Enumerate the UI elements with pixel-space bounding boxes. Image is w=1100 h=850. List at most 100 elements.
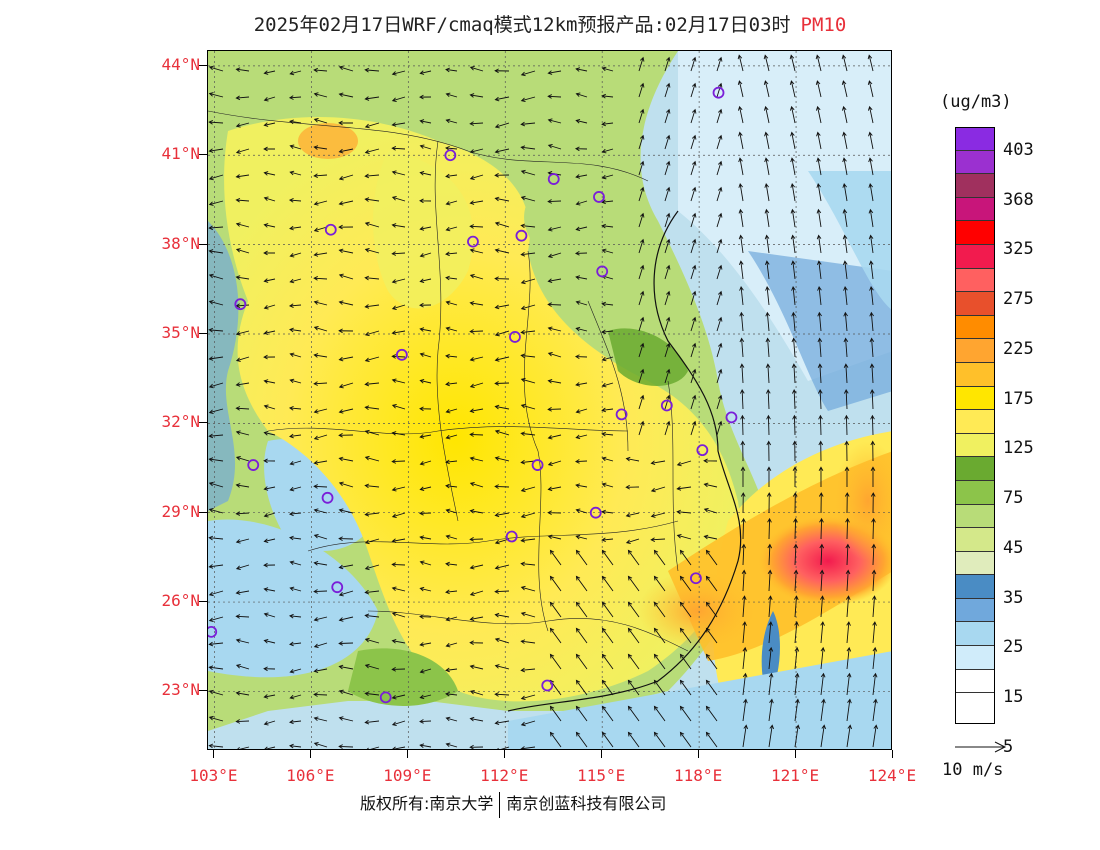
wind-arrow — [716, 238, 723, 254]
wind-arrow — [235, 638, 250, 644]
wind-arrow — [263, 146, 276, 152]
city-marker — [531, 459, 544, 471]
wind-arrow — [313, 561, 328, 566]
wind-arrow — [716, 82, 723, 98]
wind-arrow — [575, 627, 588, 644]
wind-arrow — [872, 621, 877, 644]
colorbar-label: 175 — [1003, 388, 1034, 409]
wind-arrow — [547, 486, 562, 492]
wind-arrow — [575, 534, 588, 540]
wind-arrow — [235, 456, 250, 462]
wind-arrow — [313, 381, 328, 386]
wind-arrow — [494, 248, 510, 254]
wind-arrow — [520, 251, 536, 257]
wind-arrow — [469, 664, 484, 670]
wind-arrow — [235, 174, 250, 179]
wind-arrow — [364, 330, 380, 337]
lon-label: 109°E — [383, 766, 432, 785]
wind-arrow — [494, 330, 510, 337]
wind-arrow — [494, 304, 510, 310]
wind-arrow — [235, 614, 250, 619]
colorbar-swatch — [955, 410, 995, 434]
wind-arrow — [627, 705, 640, 722]
wind-arrow — [653, 731, 666, 748]
wind-arrow — [740, 414, 745, 436]
wind-arrow — [575, 300, 588, 306]
wind-arrow — [601, 549, 614, 566]
lon-tick — [601, 750, 603, 758]
wind-arrow — [575, 408, 588, 414]
wind-arrow — [738, 260, 744, 280]
wind-arrow — [679, 627, 692, 644]
wind-arrow — [690, 82, 697, 98]
wind-arrow — [547, 278, 562, 283]
wind-arrow — [289, 743, 302, 749]
wind-arrow — [494, 429, 510, 436]
wind-arrow — [364, 564, 380, 571]
wind-arrow — [625, 456, 640, 462]
wind-arrow — [445, 742, 458, 748]
wind-arrow — [872, 646, 878, 670]
wind-arrow — [638, 108, 645, 124]
wind-arrow — [843, 337, 849, 358]
wind-arrow — [842, 131, 848, 150]
wind-arrow — [364, 96, 380, 101]
wind-arrow — [445, 145, 458, 151]
wind-arrow — [391, 330, 406, 335]
wind-arrow — [469, 200, 484, 205]
wind-arrow — [391, 694, 406, 700]
wind-arrow — [846, 698, 852, 722]
wind-arrow — [469, 174, 484, 180]
lon-label: 103°E — [189, 766, 238, 785]
wind-arrow — [445, 642, 458, 648]
wind-arrow — [391, 278, 406, 284]
wind-arrow — [768, 646, 774, 670]
wind-arrow — [764, 157, 770, 176]
wind-arrow — [766, 414, 771, 436]
wind-arrow — [638, 56, 645, 72]
wind-arrow — [391, 638, 406, 644]
wind-arrow — [575, 679, 588, 696]
wind-arrow — [716, 186, 723, 202]
city-marker — [615, 408, 628, 421]
wind-arrow — [739, 311, 744, 332]
wind-arrow — [469, 66, 484, 72]
wind-arrow — [870, 466, 876, 488]
wind-arrow — [364, 429, 380, 436]
footer-separator — [499, 791, 501, 818]
wind-arrow — [690, 342, 697, 358]
lon-label: 124°E — [867, 766, 917, 785]
wind-arrow — [469, 408, 484, 413]
wind-arrow — [627, 653, 640, 670]
wind-arrow — [520, 96, 536, 103]
wind-arrow — [419, 614, 432, 619]
wind-arrow — [364, 148, 380, 154]
wind-arrow — [208, 689, 224, 696]
wind-arrow — [763, 80, 770, 98]
city-marker — [467, 235, 479, 248]
wind-arrow — [263, 612, 276, 618]
wind-arrow — [419, 486, 432, 492]
wind-arrow — [338, 481, 354, 488]
wind-arrow — [289, 170, 302, 176]
wind-arrow — [817, 337, 823, 358]
wind-arrow — [208, 564, 224, 569]
wind-arrow — [469, 121, 484, 126]
wind-arrow — [391, 223, 406, 228]
wind-arrow — [653, 705, 666, 722]
wind-arrow — [868, 208, 874, 228]
colorbar-swatch — [955, 292, 995, 316]
wind-arrow — [445, 716, 458, 722]
colorbar-label: 75 — [1003, 488, 1024, 509]
city-marker — [660, 399, 673, 412]
wind-arrow — [741, 569, 747, 592]
wind-arrow — [520, 611, 536, 618]
wind-arrow — [792, 466, 798, 488]
wind-arrow — [845, 595, 851, 618]
wind-arrow — [843, 363, 849, 384]
wind-arrow — [469, 716, 484, 722]
wind-arrow — [391, 170, 406, 176]
wind-arrow — [737, 80, 744, 98]
wind-arrow — [627, 627, 640, 644]
wind-arrow — [690, 160, 697, 176]
